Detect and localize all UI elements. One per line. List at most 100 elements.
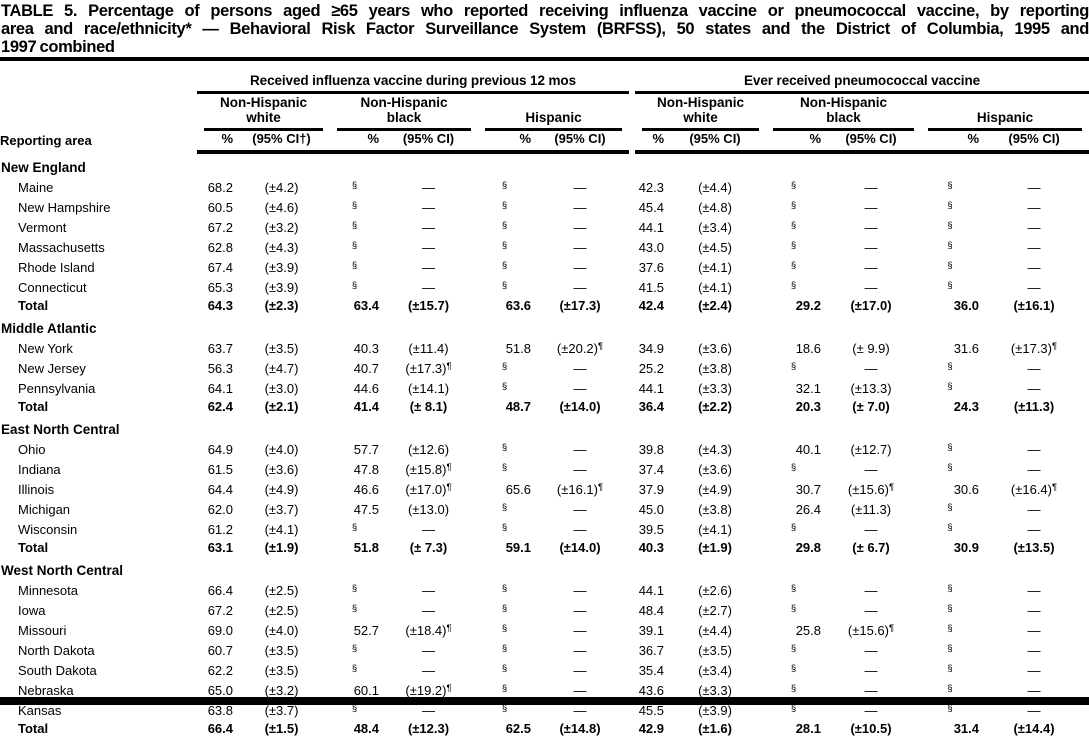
- ci-cell: (±3.4): [698, 220, 732, 235]
- pct-cell: 40.7: [353, 361, 379, 376]
- ci-cell: —: [422, 280, 435, 295]
- ci-cell: (±14.0): [559, 399, 601, 414]
- ci-cell: (±4.7): [264, 361, 299, 376]
- ci-cell: —: [422, 220, 435, 235]
- ci-header: (95% CI†): [233, 131, 330, 154]
- ci-cell: (±3.3): [698, 381, 732, 396]
- ci-cell: (± 7.3): [409, 540, 448, 555]
- table-row: Minnesota 66.4 (±2.5) § — § — 44.1 (±2.6) § — § —: [0, 580, 1089, 600]
- pct-cell: 29.2: [795, 298, 821, 313]
- pct-cell: §: [790, 643, 797, 654]
- pct-cell: §: [351, 643, 358, 654]
- pct-cell: 30.7: [795, 482, 821, 497]
- section-header-row: West North Central: [0, 557, 1089, 580]
- ci-cell: (±3.4): [698, 663, 732, 678]
- pct-cell: 39.5: [638, 522, 664, 537]
- row-area-label: New York: [18, 341, 73, 356]
- ci-cell: —: [1027, 502, 1041, 517]
- pct-cell: §: [501, 583, 508, 594]
- ci-cell: —: [422, 603, 435, 618]
- ci-cell: —: [1027, 583, 1041, 598]
- pct-cell: 36.4: [638, 399, 664, 414]
- pct-cell: 62.2: [207, 663, 233, 678]
- pct-cell: §: [351, 522, 358, 533]
- pct-header: %: [635, 131, 664, 154]
- ci-cell: —: [864, 361, 878, 376]
- pct-cell: §: [790, 260, 797, 271]
- column-group-influenza: Received influenza vaccine during previo…: [197, 61, 629, 94]
- pct-cell: 64.9: [207, 442, 233, 457]
- pct-cell: 31.6: [953, 341, 979, 356]
- row-area-label: Total: [18, 540, 49, 555]
- pct-cell: 61.2: [207, 522, 233, 537]
- table-row: Wisconsin 61.2 (±4.1) § — § — 39.5 (±4.1) § — § —: [0, 519, 1089, 539]
- pct-cell: §: [351, 240, 358, 251]
- ci-cell: —: [422, 583, 435, 598]
- ci-cell: (±16.1)¶: [556, 482, 604, 497]
- row-area-label: Ohio: [18, 442, 46, 457]
- ci-cell: (±3.0): [264, 381, 299, 396]
- ci-header: (95% CI): [379, 131, 478, 154]
- ci-cell: (±4.1): [698, 260, 732, 275]
- ci-cell: (±11.3): [1013, 399, 1055, 414]
- pct-header: %: [766, 131, 821, 154]
- ci-cell: —: [573, 180, 587, 195]
- ci-cell: —: [573, 502, 587, 517]
- table-title: TABLE 5. Percentage of persons aged ≥65 …: [0, 0, 1089, 57]
- row-area-label: North Dakota: [18, 643, 95, 658]
- pct-cell: §: [790, 240, 797, 251]
- pct-cell: 57.7: [353, 442, 379, 457]
- ci-header: (95% CI): [821, 131, 921, 154]
- ci-cell: (± 9.9): [852, 341, 890, 356]
- table-row: Vermont 67.2 (±3.2) § — § — 44.1 (±3.4) § — § —: [0, 217, 1089, 237]
- ci-cell: (±10.5): [850, 721, 892, 736]
- ci-cell: —: [573, 462, 587, 477]
- ci-cell: —: [864, 683, 878, 698]
- pct-cell: 41.4: [353, 399, 379, 414]
- row-area-label: Total: [18, 399, 49, 414]
- table-row: New York 63.7 (±3.5) 40.3 (±11.4) 51.8 (±20.2)…: [0, 338, 1089, 358]
- ci-cell: (±16.4)¶: [1010, 482, 1058, 497]
- pct-cell: §: [351, 220, 358, 231]
- ci-cell: (±15.7): [407, 298, 450, 313]
- ci-cell: (±11.3): [850, 502, 892, 517]
- pct-header: %: [478, 131, 531, 154]
- pct-cell: 42.4: [638, 298, 664, 313]
- pct-cell: 40.3: [353, 341, 379, 356]
- section-name: New England: [1, 160, 86, 175]
- section-name: East North Central: [1, 422, 120, 437]
- pct-cell: 44.1: [638, 583, 664, 598]
- ci-cell: (±4.8): [698, 200, 732, 215]
- column-group-pneumococcal: Ever received pneumococcal vaccine: [635, 61, 1089, 94]
- pct-cell: 62.8: [207, 240, 233, 255]
- ci-cell: (±13.0): [407, 502, 450, 517]
- table-row: Rhode Island 67.4 (±3.9) § — § — 37.6 (±4.1) § — § —: [0, 257, 1089, 277]
- pct-cell: 37.6: [638, 260, 664, 275]
- pct-cell: §: [351, 200, 358, 211]
- ci-cell: (±2.3): [264, 298, 299, 313]
- pct-cell: 67.2: [207, 603, 233, 618]
- pct-cell: §: [351, 260, 358, 271]
- ci-cell: (±17.3)¶: [1010, 341, 1058, 356]
- pct-cell: §: [351, 663, 358, 674]
- pct-cell: §: [501, 623, 508, 634]
- pct-cell: 64.4: [207, 482, 233, 497]
- pct-cell: 47.8: [353, 462, 379, 477]
- subgroup-influenza-nh-white: Non-Hispanic white: [197, 93, 330, 131]
- pct-cell: §: [501, 663, 508, 674]
- ci-cell: —: [1027, 220, 1041, 235]
- table-row: Pennsylvania 64.1 (±3.0) 44.6 (±14.1) § — 44.1 (…: [0, 378, 1089, 398]
- ci-cell: —: [864, 260, 878, 275]
- pct-cell: 42.3: [638, 180, 664, 195]
- ci-cell: —: [1027, 280, 1041, 295]
- total-row: Total 66.4 (±1.5) 48.4 (±12.3) 62.5 (±14.8) 42.…: [0, 720, 1089, 738]
- pct-cell: 66.4: [207, 721, 233, 736]
- ci-cell: —: [422, 643, 435, 658]
- ci-cell: (±2.2): [698, 399, 732, 414]
- pct-cell: 64.1: [207, 381, 233, 396]
- ci-cell: —: [573, 643, 587, 658]
- pct-cell: §: [947, 623, 953, 634]
- pct-cell: 40.1: [795, 442, 821, 457]
- pct-cell: §: [947, 200, 953, 211]
